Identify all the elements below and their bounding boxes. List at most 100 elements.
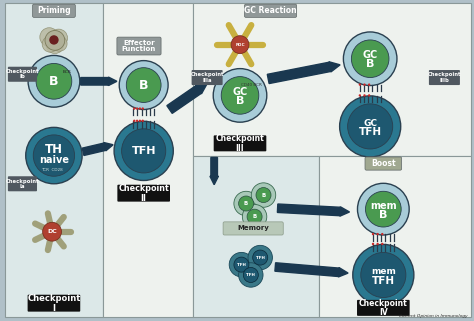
- Circle shape: [213, 69, 267, 122]
- Circle shape: [372, 233, 374, 235]
- Text: Checkpoint
I: Checkpoint I: [27, 294, 81, 313]
- Circle shape: [340, 96, 401, 157]
- FancyBboxPatch shape: [365, 157, 401, 170]
- Text: B: B: [261, 193, 265, 197]
- Circle shape: [221, 77, 259, 114]
- Circle shape: [248, 245, 273, 270]
- Circle shape: [126, 68, 161, 102]
- Circle shape: [42, 36, 58, 52]
- Circle shape: [238, 196, 254, 211]
- Circle shape: [43, 222, 62, 241]
- Circle shape: [353, 244, 414, 306]
- FancyBboxPatch shape: [5, 3, 103, 317]
- FancyBboxPatch shape: [33, 4, 75, 17]
- Text: GC: GC: [363, 119, 377, 128]
- Text: TCR  CD28: TCR CD28: [41, 168, 63, 172]
- Text: Memory: Memory: [237, 225, 269, 231]
- FancyBboxPatch shape: [8, 176, 37, 191]
- Circle shape: [376, 233, 379, 235]
- Text: GC Reaction: GC Reaction: [244, 6, 297, 15]
- Circle shape: [122, 129, 166, 173]
- Text: TH: TH: [45, 143, 63, 156]
- Text: mem: mem: [371, 267, 396, 276]
- Circle shape: [133, 120, 136, 122]
- FancyArrow shape: [82, 143, 113, 155]
- Circle shape: [381, 243, 383, 245]
- FancyBboxPatch shape: [118, 185, 170, 202]
- Circle shape: [359, 83, 361, 86]
- Circle shape: [114, 121, 173, 180]
- Circle shape: [231, 36, 249, 54]
- Text: FDC: FDC: [235, 43, 245, 47]
- Circle shape: [45, 30, 65, 50]
- Text: naive: naive: [39, 155, 69, 165]
- Circle shape: [33, 135, 74, 176]
- Text: Checkpoint
Ia: Checkpoint Ia: [6, 178, 39, 189]
- Circle shape: [361, 252, 406, 298]
- Circle shape: [351, 40, 389, 78]
- Circle shape: [247, 209, 262, 224]
- FancyBboxPatch shape: [193, 156, 319, 317]
- Circle shape: [372, 243, 374, 245]
- Circle shape: [368, 83, 370, 86]
- FancyBboxPatch shape: [357, 300, 410, 316]
- Text: B: B: [49, 75, 59, 88]
- Circle shape: [234, 191, 258, 216]
- Circle shape: [133, 108, 136, 110]
- Text: TFH: TFH: [246, 273, 255, 277]
- FancyArrow shape: [277, 204, 349, 216]
- Circle shape: [359, 94, 361, 97]
- Text: CD40 BCR: CD40 BCR: [241, 83, 262, 87]
- Circle shape: [26, 127, 82, 184]
- Text: TFH: TFH: [359, 127, 382, 137]
- Text: mem: mem: [370, 201, 397, 211]
- Circle shape: [136, 120, 138, 122]
- Circle shape: [28, 56, 80, 107]
- FancyArrow shape: [167, 84, 207, 113]
- FancyBboxPatch shape: [193, 3, 471, 156]
- Text: TFH: TFH: [256, 256, 264, 260]
- Circle shape: [238, 263, 263, 287]
- FancyArrow shape: [81, 77, 117, 85]
- Circle shape: [234, 257, 249, 272]
- Circle shape: [142, 120, 144, 122]
- FancyArrow shape: [275, 263, 348, 277]
- Circle shape: [139, 120, 141, 122]
- Text: B: B: [253, 214, 257, 219]
- Circle shape: [357, 183, 409, 235]
- Text: GC: GC: [363, 50, 378, 60]
- Text: B: B: [366, 59, 374, 69]
- Text: Checkpoint
III: Checkpoint III: [216, 134, 264, 153]
- Text: B: B: [379, 210, 388, 220]
- Circle shape: [36, 64, 72, 99]
- Circle shape: [49, 35, 59, 45]
- Text: Checkpoint
IV: Checkpoint IV: [359, 299, 408, 317]
- Text: Checkpoint
II: Checkpoint II: [118, 184, 169, 203]
- Circle shape: [256, 187, 271, 203]
- Circle shape: [365, 191, 401, 227]
- Circle shape: [251, 183, 276, 207]
- FancyBboxPatch shape: [191, 70, 223, 85]
- Circle shape: [139, 108, 141, 110]
- FancyArrow shape: [210, 158, 219, 185]
- Circle shape: [50, 29, 68, 47]
- Circle shape: [368, 94, 370, 97]
- Circle shape: [343, 32, 397, 85]
- FancyArrow shape: [267, 62, 340, 83]
- FancyBboxPatch shape: [117, 37, 161, 55]
- FancyBboxPatch shape: [27, 295, 80, 312]
- Text: GC: GC: [232, 87, 247, 97]
- Circle shape: [40, 28, 59, 47]
- Text: Priming: Priming: [37, 6, 71, 15]
- Circle shape: [119, 61, 168, 109]
- FancyBboxPatch shape: [103, 3, 193, 317]
- FancyBboxPatch shape: [319, 156, 471, 317]
- Text: TFH: TFH: [372, 276, 395, 286]
- Circle shape: [363, 83, 365, 86]
- Text: Current Opinion in Immunology: Current Opinion in Immunology: [399, 314, 468, 318]
- Text: Checkpoint
Ib: Checkpoint Ib: [6, 69, 39, 80]
- Circle shape: [142, 108, 144, 110]
- Text: DC: DC: [47, 229, 57, 234]
- Circle shape: [229, 252, 254, 277]
- FancyBboxPatch shape: [223, 222, 283, 235]
